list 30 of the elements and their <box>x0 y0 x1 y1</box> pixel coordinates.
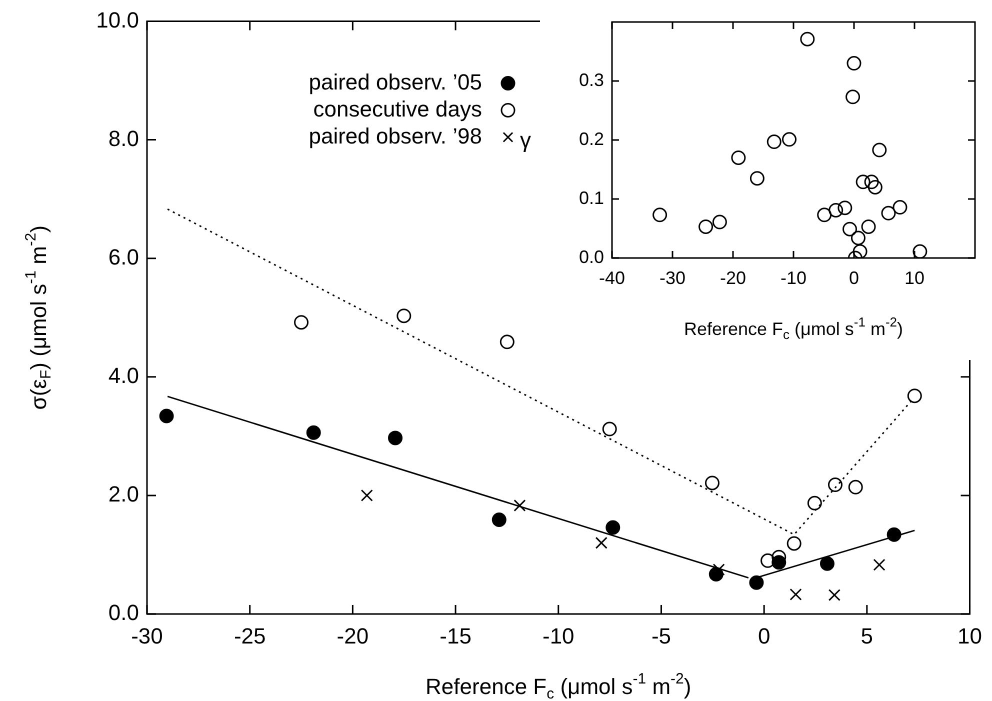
x-tick-label: 10 <box>958 623 982 648</box>
x-tick-label: -30 <box>659 268 686 288</box>
x-tick-label: 0 <box>848 268 860 288</box>
y-tick-label: 0.2 <box>578 128 604 149</box>
x-tick-label: -20 <box>720 268 746 288</box>
x-tick-label: -10 <box>780 268 807 288</box>
y-tick-label: 6.0 <box>108 244 139 270</box>
x-tick-label: -15 <box>440 623 472 648</box>
y-tick-label: 2.0 <box>108 482 139 507</box>
x-tick-label: 10 <box>904 268 925 288</box>
x-tick-label: -20 <box>336 623 369 648</box>
x-tick-label: -40 <box>598 268 626 288</box>
x-tick-label: -25 <box>234 623 266 648</box>
x-tick-label: -10 <box>542 623 574 648</box>
x-tick-label: -5 <box>651 623 672 648</box>
legend-label: paired observ. ’98 <box>308 123 482 148</box>
y-tick-label: 0.0 <box>108 600 139 626</box>
y-tick-label: 8.0 <box>108 126 139 151</box>
y-tick-label: 0.3 <box>578 70 604 90</box>
y-tick-label: 10.0 <box>96 7 139 32</box>
legend-label: consecutive days <box>313 96 482 122</box>
annotation: γ <box>520 127 531 152</box>
y-tick-label: 4.0 <box>108 362 139 388</box>
x-tick-label: -30 <box>131 623 163 648</box>
y-tick-label: 0.0 <box>578 246 604 267</box>
x-tick-label: 5 <box>860 623 874 648</box>
y-tick-label: 0.1 <box>578 188 604 208</box>
x-tick-label: 0 <box>758 623 770 648</box>
y-axis-title: σ(εF) (μmol s-1 m-2) <box>22 225 55 410</box>
legend-label: paired observ. ’05 <box>308 69 482 94</box>
